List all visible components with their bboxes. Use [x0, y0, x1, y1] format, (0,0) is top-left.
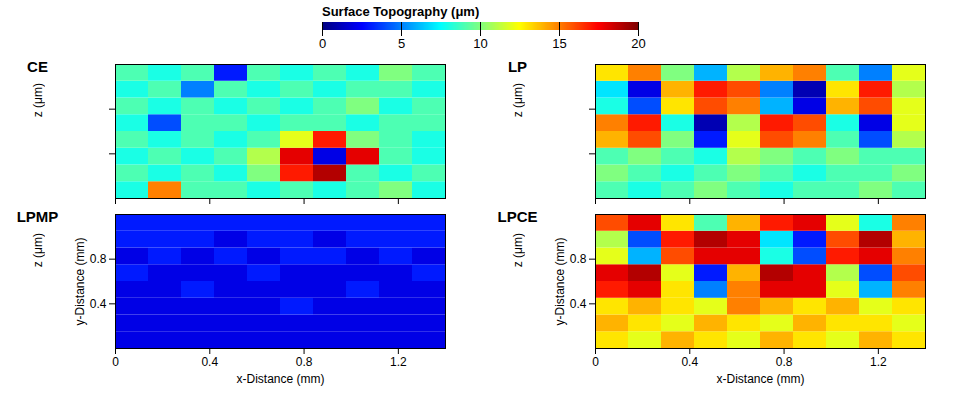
svg-text:x-Distance (mm): x-Distance (mm) — [716, 372, 804, 386]
svg-text:Surface Topography (μm): Surface Topography (μm) — [322, 4, 479, 19]
svg-text:x-Distance (mm): x-Distance (mm) — [236, 372, 324, 386]
html-text:z (μm): z (μm) — [510, 233, 525, 268]
svg-text:0.4: 0.4 — [201, 355, 218, 369]
svg-text:5: 5 — [398, 36, 405, 51]
svg-text:0.8: 0.8 — [776, 355, 793, 369]
svg-text:0.8: 0.8 — [90, 252, 107, 266]
svg-text:0.4: 0.4 — [681, 355, 698, 369]
svg-text:0.8: 0.8 — [296, 355, 313, 369]
svg-text:20: 20 — [631, 36, 645, 51]
html-text:LP: LP — [507, 58, 528, 75]
html-text:z (μm): z (μm) — [30, 83, 45, 118]
html-text:z (μm): z (μm) — [30, 233, 45, 268]
svg-text:1.2: 1.2 — [390, 355, 407, 369]
svg-text:1.2: 1.2 — [870, 355, 887, 369]
svg-text:0: 0 — [319, 36, 326, 51]
svg-text:0: 0 — [112, 355, 119, 369]
html-text:z (μm): z (μm) — [510, 83, 525, 118]
svg-text:10: 10 — [473, 36, 487, 51]
svg-text:y-Distance (mm): y-Distance (mm) — [553, 237, 567, 325]
html-text:LPCE: LPCE — [497, 208, 538, 225]
svg-text:0: 0 — [592, 355, 599, 369]
svg-text:0.8: 0.8 — [570, 252, 587, 266]
svg-text:15: 15 — [552, 36, 566, 51]
svg-text:0.4: 0.4 — [570, 297, 587, 311]
svg-text:y-Distance (mm): y-Distance (mm) — [73, 237, 87, 325]
svg-text:0.4: 0.4 — [90, 297, 107, 311]
html-text:LPMP: LPMP — [16, 208, 59, 225]
html-text:CE: CE — [27, 58, 48, 75]
